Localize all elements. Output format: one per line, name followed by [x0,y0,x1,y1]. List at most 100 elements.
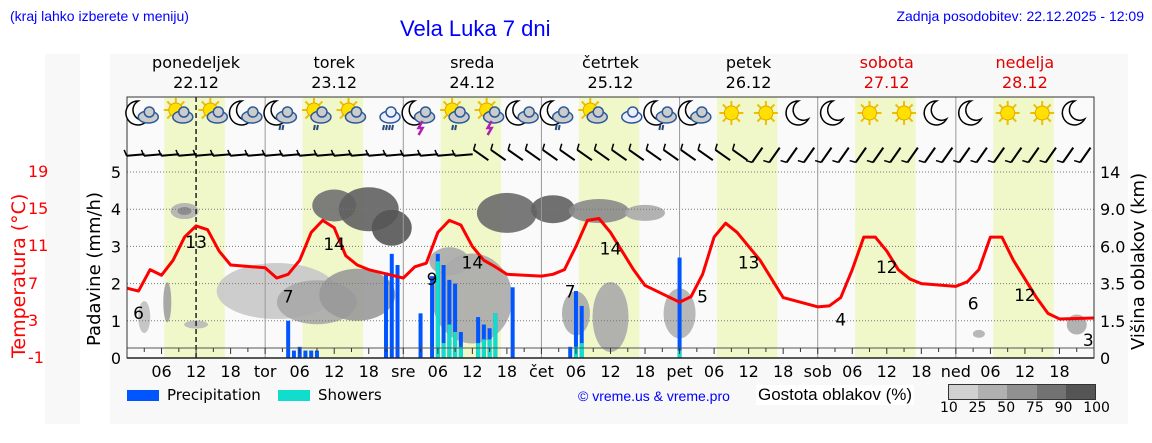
x-tick-label: 18 [359,362,379,381]
wind-barb-icon [1004,147,1023,164]
precipitation-swatch [127,389,159,401]
temperature-label: 6 [133,304,144,324]
sun-cloud-drizzle-icon [301,98,332,131]
showers-bar [476,343,481,358]
x-tick-label: 12 [600,362,620,381]
wind-barb-icon [1056,147,1075,164]
wind-barb-icon [714,143,731,161]
wind-barb-icon [244,149,266,157]
day-date: 22.12 [173,73,219,92]
precipitation-bar [395,265,400,358]
precipitation-bar [476,317,481,358]
precipitation-bar [384,272,389,358]
density-swatch [1036,385,1066,399]
temperature-label: 12 [1014,286,1036,306]
moon-icon [957,100,984,126]
cloud-heavy-rain-icon [379,106,401,131]
temp-axis-panel [45,54,80,424]
x-tick-label: 06 [151,362,171,381]
precip-tick: 0 [111,349,121,368]
wind-barb-icon [987,147,1006,164]
wind-barb-icon [611,143,628,161]
temperature-label: 5 [697,287,708,307]
wind-barb-icon [593,143,610,161]
wind-barb-icon [209,149,232,157]
density-swatch [1007,385,1037,399]
x-tick-label: 06 [842,362,862,381]
moon-cloud-icon [677,100,712,126]
day-name: četrtek [581,53,639,72]
sun-icon [892,101,917,125]
precipitation-bar [677,257,682,358]
precipitation-bar [418,313,423,358]
day-name: torek [313,53,355,72]
x-tick-label: pet [666,362,692,381]
temperature-label: 7 [283,287,294,307]
cloud-height-tick: 1.5 [1100,312,1125,331]
x-tick-label: 12 [877,362,897,381]
daylight-band [855,97,916,358]
day-date: 23.12 [311,73,358,92]
wind-barb-icon [382,149,404,157]
cloud-density-label: Gostota oblakov (%) [756,385,915,405]
sun-cloud-icon [336,98,367,124]
wind-barb-icon [227,149,249,157]
wind-barb-icon [866,147,885,164]
day-label: torek 23.12 [265,53,403,93]
showers-bar [453,331,458,358]
wind-barb-icon [541,143,559,161]
precipitation-bar [458,331,463,358]
x-tick-label: tor [254,362,277,381]
x-tick-label: 06 [289,362,309,381]
temperature-label: 13 [185,233,207,253]
cloud-height-tick: 3.5 [1100,275,1125,294]
moon-icon [923,100,949,126]
sun-cloud-icon [578,98,608,124]
moon-cloud-drizzle-icon [263,100,298,131]
temperature-label: 9 [427,270,438,290]
day-date: 26.12 [725,73,772,92]
copyright-link[interactable]: © vreme.us & vreme.pro [578,388,730,404]
wind-barb-icon [559,143,576,161]
precipitation-bar [389,253,394,358]
density-swatch [949,385,979,399]
day-label: četrtek 25.12 [541,53,679,93]
wind-barb-icon [347,149,370,157]
x-tick-label: 12 [1015,362,1035,381]
precip-tick: 2 [111,275,121,294]
temp-tick: 7 [28,273,39,293]
x-tick-label: čet [529,362,554,381]
precipitation-bar [441,265,446,358]
wind-barb-icon [697,143,714,161]
x-tick-label: 18 [497,362,517,381]
cloud-height-tick: 14 [1100,163,1120,182]
density-tick: 10 [940,400,958,416]
sun-icon [995,101,1020,125]
wind-barb-icon [680,143,697,161]
x-tick-label: 18 [635,362,655,381]
wind-barb-icon [261,149,283,157]
density-tick: 50 [997,400,1016,416]
day-date: 28.12 [1001,73,1048,92]
day-name: ponedeljek [152,53,240,72]
wind-barb-icon [158,149,180,157]
density-tick: 75 [1025,400,1044,416]
temperature-label: 14 [600,239,622,259]
cloud-icon [621,106,643,124]
cloud-height-tick: 0 [1100,349,1110,368]
showers-swatch [278,389,310,401]
wind-barb-icon [313,149,335,157]
x-tick-label: sob [804,362,832,381]
precipitation-bar [447,279,452,358]
showers-bar [493,313,498,358]
wind-barb-icon [849,147,867,164]
density-tick: 90 [1054,400,1073,416]
wind-barb-icon [365,149,387,157]
showers-bar [579,343,584,358]
cloud-density-area [138,187,1087,353]
wind-barb-icon [832,147,850,164]
x-tick-label: 06 [428,362,448,381]
x-tick-label: 06 [980,362,1000,381]
precipitation-bar [314,350,319,358]
